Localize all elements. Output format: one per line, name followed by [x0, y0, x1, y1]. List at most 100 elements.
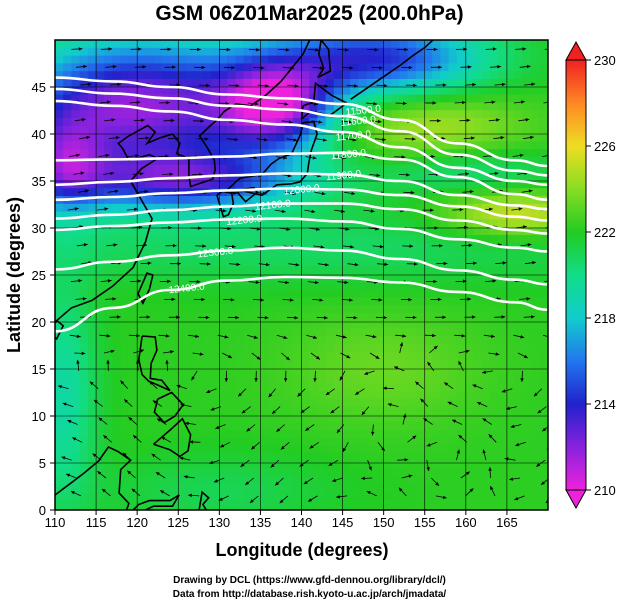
heat-cell [186, 47, 195, 57]
heat-cell [522, 258, 532, 267]
heat-cell [71, 367, 81, 376]
heat-cell [120, 469, 130, 478]
streamline-arrowhead [364, 371, 369, 375]
heat-cell [276, 40, 286, 49]
heat-cell [514, 453, 523, 462]
heat-cell [55, 102, 64, 111]
heat-cell [530, 430, 540, 439]
heat-cell [456, 500, 466, 509]
streamline-arrowhead [89, 381, 94, 386]
streamline-arrowhead [175, 136, 179, 141]
heat-cell [538, 125, 548, 135]
heat-cell [79, 336, 89, 345]
heat-cell [260, 63, 269, 72]
streamline-arrowhead [342, 447, 347, 452]
heat-cell [251, 149, 261, 158]
heat-cell [424, 258, 433, 267]
heat-cell [268, 328, 277, 337]
heat-cell [227, 476, 236, 486]
heat-cell [309, 461, 318, 470]
heat-cell [506, 445, 515, 454]
heat-cell [292, 188, 302, 197]
heat-cell [63, 125, 72, 135]
heat-cell [186, 492, 195, 501]
heat-cell [366, 336, 376, 345]
heat-cell [63, 71, 72, 80]
heat-cell [128, 125, 138, 135]
heat-cell [465, 336, 474, 345]
heat-cell [284, 110, 294, 119]
heat-cell [202, 367, 212, 376]
heat-cell [440, 359, 450, 369]
heat-cell [145, 164, 154, 174]
heat-cell [383, 86, 392, 96]
heat-cell [465, 367, 474, 376]
heat-cell [128, 149, 138, 158]
heat-cell [55, 320, 64, 330]
heat-cell [235, 375, 245, 384]
heat-cell [440, 508, 450, 510]
heat-cell [55, 281, 64, 291]
heat-cell [161, 281, 171, 291]
heat-cell [292, 359, 302, 369]
heat-cell [292, 344, 302, 353]
heat-cell [366, 500, 376, 509]
heat-cell [161, 437, 171, 447]
heat-cell [383, 235, 392, 244]
heat-cell [63, 414, 72, 423]
heat-cell [522, 352, 532, 361]
heat-cell [145, 40, 154, 49]
heat-cell [284, 40, 294, 49]
streamline-arrowhead [501, 315, 506, 319]
heat-cell [227, 391, 236, 400]
heat-cell [301, 211, 310, 220]
heat-cell [325, 352, 335, 361]
heat-cell [251, 266, 261, 275]
heat-cell [366, 320, 376, 330]
streamline-arrowhead [256, 48, 260, 52]
heat-cell [63, 406, 72, 415]
heat-cell [71, 297, 81, 306]
x-tick-label: 150 [373, 515, 395, 530]
heat-cell [456, 437, 466, 447]
heat-cell [333, 180, 343, 189]
streamline-arrowhead [410, 190, 415, 195]
heat-cell [153, 414, 163, 423]
streamline-arrowhead [413, 83, 417, 88]
heat-cell [235, 422, 245, 431]
streamline-arrowhead [180, 403, 185, 407]
streamline-arrowhead [313, 102, 318, 106]
heat-cell [251, 203, 261, 213]
streamline [549, 66, 560, 67]
heat-cell [292, 118, 302, 127]
heat-cell [530, 484, 540, 493]
heat-cell [383, 469, 392, 478]
heat-cell [137, 47, 146, 57]
streamline-arrowhead [322, 138, 327, 142]
heat-cell [383, 164, 392, 174]
heat-cell [481, 297, 491, 306]
heat-cell [448, 320, 458, 330]
heat-cell [497, 227, 507, 236]
heat-cell [309, 406, 318, 415]
streamline-arrowhead [230, 298, 235, 302]
heat-cell [55, 133, 64, 142]
heat-cell [186, 242, 195, 252]
heat-cell [374, 476, 384, 486]
streamline-arrowhead [105, 153, 110, 158]
heat-cell [145, 469, 154, 478]
heat-cell [120, 352, 130, 361]
streamline-arrowhead [133, 435, 137, 439]
heat-cell [276, 469, 286, 478]
heat-cell [145, 227, 154, 236]
heat-cell [137, 63, 146, 72]
heat-cell [202, 219, 212, 228]
heat-cell [399, 133, 409, 142]
heat-cell [128, 258, 138, 267]
heat-cell [497, 469, 507, 478]
streamline-arrowhead [552, 356, 556, 360]
streamline-arrowhead [438, 65, 442, 69]
heat-cell [506, 133, 515, 142]
heat-cell [178, 492, 187, 501]
heat-cell [497, 281, 507, 291]
